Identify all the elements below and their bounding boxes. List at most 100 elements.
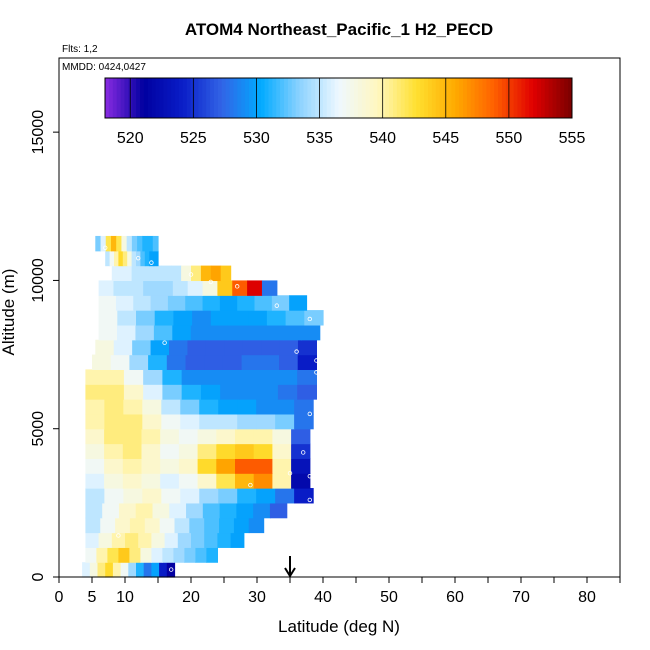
heat-cell-r5-c3 xyxy=(142,488,162,504)
colorbar-segment xyxy=(182,78,188,118)
colorbar-segment xyxy=(213,78,219,118)
heat-cell-r3-c9 xyxy=(219,517,235,534)
heat-cell-r21-c9 xyxy=(144,250,150,267)
marker-head xyxy=(284,567,296,578)
heat-cell-r22-c7 xyxy=(131,235,138,252)
heat-cell-r4-c2 xyxy=(118,502,137,519)
heat-cell-r2-c8 xyxy=(191,532,205,548)
heat-cell-r5-c4 xyxy=(161,488,181,504)
heat-cell-r20-c1 xyxy=(121,265,133,282)
heat-cell-r18-c7 xyxy=(219,295,238,311)
heat-cell-r1-c0 xyxy=(85,547,97,563)
heat-cell-r1-c11 xyxy=(206,547,218,563)
colorbar-segment xyxy=(548,78,554,118)
sample-point xyxy=(274,303,279,308)
heat-cell-r17-c8 xyxy=(248,310,268,326)
heat-cell-r8-c7 xyxy=(216,443,236,459)
heat-cell-r17-c2 xyxy=(136,310,156,326)
colorbar-segment xyxy=(412,78,417,118)
colorbar-segment xyxy=(322,78,328,118)
sample-point xyxy=(89,239,95,245)
heat-cell-r20-c2 xyxy=(131,265,143,282)
heat-cell-r12-c11 xyxy=(297,384,317,400)
heat-cell-r10-c0 xyxy=(85,413,105,430)
heat-cell-r6-c10 xyxy=(272,473,292,489)
colorbar-segment xyxy=(124,78,129,118)
heat-cell-r0-c6 xyxy=(128,562,137,578)
colorbar-segment xyxy=(361,78,367,118)
sample-point xyxy=(307,411,312,417)
colorbar-segment xyxy=(276,78,281,118)
heat-cell-r1-c2 xyxy=(107,547,119,563)
heat-cell-r22-c8 xyxy=(137,235,143,252)
heat-cell-r20-c5 xyxy=(161,265,172,282)
x-tick-label: 50 xyxy=(380,589,398,606)
sample-point xyxy=(168,260,174,265)
heat-cell-r3-c11 xyxy=(248,517,265,534)
colorbar-segment xyxy=(334,78,339,118)
heat-cell-r10-c6 xyxy=(199,413,219,430)
colorbar-segment xyxy=(326,78,332,118)
colorbar-segment xyxy=(544,78,550,118)
colorbar-segment xyxy=(155,78,160,118)
colorbar-segment xyxy=(474,78,480,118)
heat-cell-r9-c1 xyxy=(104,428,124,445)
heat-cell-r13-c8 xyxy=(239,369,260,385)
heat-cell-r15-c9 xyxy=(261,339,281,356)
colorbar-segment xyxy=(556,78,561,118)
heat-cell-r5-c5 xyxy=(180,488,200,504)
colorbar-segment xyxy=(392,78,398,118)
heat-cell-r19-c9 xyxy=(232,280,248,296)
heat-cell-r1-c3 xyxy=(118,547,130,563)
heat-cell-r5-c10 xyxy=(275,488,295,504)
heat-cell-r6-c11 xyxy=(291,473,311,489)
heat-cell-r3-c8 xyxy=(204,517,220,534)
colorbar-segment xyxy=(408,78,413,118)
heat-cell-r1-c6 xyxy=(151,547,163,563)
heat-cell-r0-c0 xyxy=(82,562,91,578)
colorbar-segment xyxy=(459,78,464,118)
heat-cell-r4-c6 xyxy=(186,502,204,519)
heat-cell-r14-c6 xyxy=(204,354,224,370)
heat-cell-r5-c1 xyxy=(104,488,124,504)
heat-cell-r1-c4 xyxy=(129,547,141,563)
colorbar-segment xyxy=(428,78,433,118)
heat-cell-r7-c4 xyxy=(160,458,180,474)
colorbar-tick-label: 545 xyxy=(432,130,459,147)
colorbar-segment xyxy=(505,78,511,118)
heat-cell-r13-c1 xyxy=(104,369,125,385)
heat-cell-r11-c7 xyxy=(218,399,238,415)
heat-cell-r9-c4 xyxy=(160,428,180,445)
sample-point xyxy=(307,316,312,322)
heat-cell-r4-c3 xyxy=(135,502,154,519)
heat-cell-r16-c10 xyxy=(282,324,302,341)
colorbar-segment xyxy=(369,78,375,118)
heat-cell-r9-c11 xyxy=(291,428,311,445)
colorbar-segment xyxy=(490,78,495,118)
colorbar-tick-label: 535 xyxy=(306,130,333,147)
heat-cell-r7-c1 xyxy=(104,458,124,474)
heat-cell-r4-c11 xyxy=(269,502,288,519)
heat-cell-r20-c0 xyxy=(111,265,123,282)
colorbar-segment xyxy=(533,78,538,118)
heat-cell-r19-c7 xyxy=(202,280,218,296)
heat-cell-r11-c9 xyxy=(256,399,276,415)
flights-label: Flts: 1,2 xyxy=(62,44,98,55)
heat-cell-r18-c11 xyxy=(289,295,308,311)
colorbar-segment xyxy=(552,78,557,118)
heat-cell-r5-c7 xyxy=(218,488,238,504)
heat-cell-r4-c7 xyxy=(202,502,221,519)
y-axis: 0 5000 10000 15000 xyxy=(30,110,59,581)
heat-cell-r13-c5 xyxy=(181,369,202,385)
heat-cell-r3-c2 xyxy=(115,517,131,534)
heat-cell-r12-c10 xyxy=(277,384,298,400)
heat-cell-r22-c4 xyxy=(116,235,123,252)
heat-cell-r6-c1 xyxy=(104,473,124,489)
colorbar-segment xyxy=(455,78,460,118)
colorbar-segment xyxy=(178,78,184,118)
colorbar-segment xyxy=(529,78,534,118)
heat-cell-r17-c0 xyxy=(98,310,118,326)
heat-cell-r7-c10 xyxy=(272,458,292,474)
heat-cell-r21-c5 xyxy=(127,250,133,267)
